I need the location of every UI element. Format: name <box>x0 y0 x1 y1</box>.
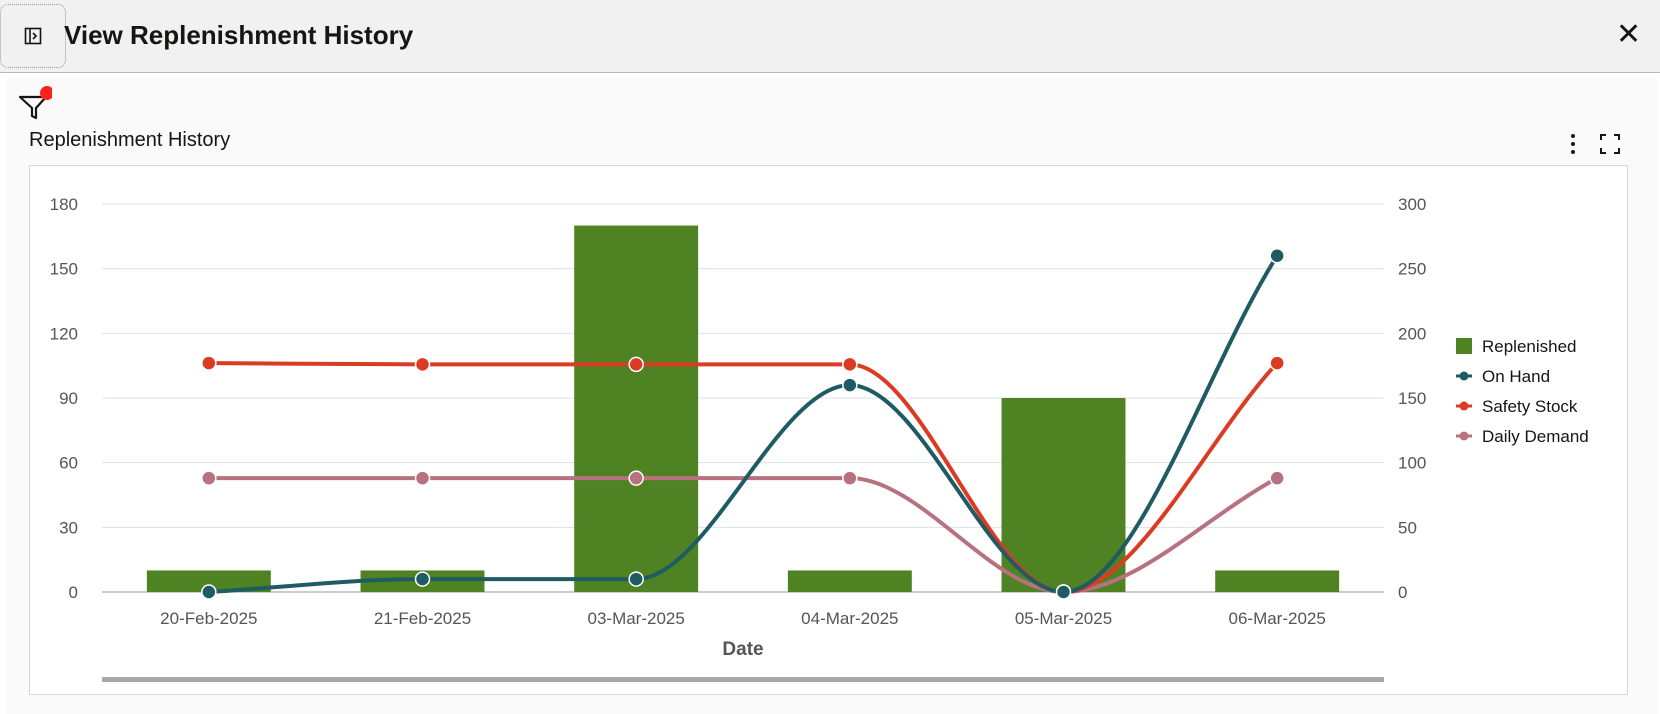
x-tick-label: 06-Mar-2025 <box>1229 609 1326 628</box>
y-left-tick-label: 30 <box>59 518 78 537</box>
point-daily-demand <box>414 470 431 486</box>
y-left-tick-label: 90 <box>59 389 78 408</box>
y-left-tick-label: 60 <box>59 454 78 473</box>
legend-item-safety-stock[interactable]: Safety Stock <box>1456 397 1578 416</box>
bar-replenished <box>787 570 912 592</box>
x-tick-label: 21-Feb-2025 <box>374 609 471 628</box>
point-daily-demand <box>842 470 858 486</box>
legend-marker <box>1459 371 1469 381</box>
point-on-hand <box>628 571 644 587</box>
y-right-tick-label: 0 <box>1398 583 1407 602</box>
chart-title: Replenishment History <box>29 129 231 151</box>
close-icon: ✕ <box>1616 18 1642 51</box>
x-tick-label: 20-Feb-2025 <box>160 609 257 628</box>
legend-label: Safety Stock <box>1482 397 1578 416</box>
point-safety-stock <box>628 356 644 373</box>
point-safety-stock <box>842 356 858 373</box>
close-button[interactable]: ✕ <box>1616 20 1641 50</box>
y-right-tick-label: 200 <box>1398 324 1426 343</box>
point-on-hand <box>1055 584 1072 600</box>
legend-label: Daily Demand <box>1482 427 1589 446</box>
bar-replenished <box>146 570 271 592</box>
y-right-tick-label: 100 <box>1398 454 1426 473</box>
panel-toggle-button[interactable] <box>0 4 66 68</box>
legend-marker <box>1459 431 1469 441</box>
chart-container: 0 30 60 90 120 150 180 0 50 100 150 200 250 300 20-Feb… <box>29 165 1628 695</box>
y-right-tick-label: 50 <box>1398 518 1417 537</box>
legend-item-on-hand[interactable]: On Hand <box>1456 367 1550 386</box>
more-vertical-icon <box>1571 134 1575 154</box>
point-on-hand <box>842 377 858 393</box>
line-daily-demand <box>208 476 1279 595</box>
legend-label: On Hand <box>1482 367 1550 386</box>
point-on-hand <box>414 571 431 587</box>
filter-icon <box>18 86 54 120</box>
legend-item-daily-demand[interactable]: Daily Demand <box>1456 427 1589 446</box>
point-daily-demand <box>201 470 217 486</box>
point-safety-stock <box>201 355 217 371</box>
fullscreen-button[interactable] <box>1600 134 1620 154</box>
panel-toggle-icon <box>24 27 42 45</box>
y-left-tick-label: 120 <box>50 324 78 343</box>
point-daily-demand <box>628 470 644 486</box>
horizontal-scrollbar[interactable] <box>102 677 1384 682</box>
point-safety-stock <box>414 356 431 373</box>
y-left-tick-label: 0 <box>69 583 78 602</box>
filter-badge <box>40 86 54 100</box>
x-tick-label: 03-Mar-2025 <box>588 609 685 628</box>
bar-replenished <box>1215 570 1340 592</box>
dialog-header: View Replenishment History ✕ <box>0 0 1660 73</box>
point-safety-stock <box>1269 355 1285 371</box>
point-on-hand <box>201 584 217 600</box>
x-tick-label: 05-Mar-2025 <box>1015 609 1112 628</box>
bar-replenished <box>574 225 699 593</box>
fullscreen-icon <box>1600 134 1620 154</box>
y-right-tick-label: 250 <box>1398 260 1426 279</box>
y-right-tick-label: 300 <box>1398 195 1426 214</box>
legend-label: Replenished <box>1482 337 1577 356</box>
bar-replenished <box>1001 398 1126 592</box>
page-title: View Replenishment History <box>64 20 414 50</box>
y-right-tick-label: 150 <box>1398 389 1426 408</box>
combo-chart: 0 30 60 90 120 150 180 0 50 100 150 200 250 300 20-Feb… <box>50 195 1589 682</box>
more-options-button[interactable] <box>1566 132 1580 156</box>
legend: Replenished On Hand Safety Stock Daily Dema… <box>1456 337 1589 446</box>
x-tick-label: 04-Mar-2025 <box>801 609 898 628</box>
point-daily-demand <box>1269 470 1285 486</box>
y-left-tick-label: 150 <box>50 260 78 279</box>
x-axis-title: Date <box>722 639 763 660</box>
filter-button[interactable] <box>18 86 54 120</box>
y-left-tick-label: 180 <box>50 195 78 214</box>
legend-swatch <box>1456 338 1472 354</box>
point-on-hand <box>1269 247 1285 264</box>
legend-item-replenished[interactable]: Replenished <box>1456 337 1577 356</box>
legend-marker <box>1459 401 1469 411</box>
